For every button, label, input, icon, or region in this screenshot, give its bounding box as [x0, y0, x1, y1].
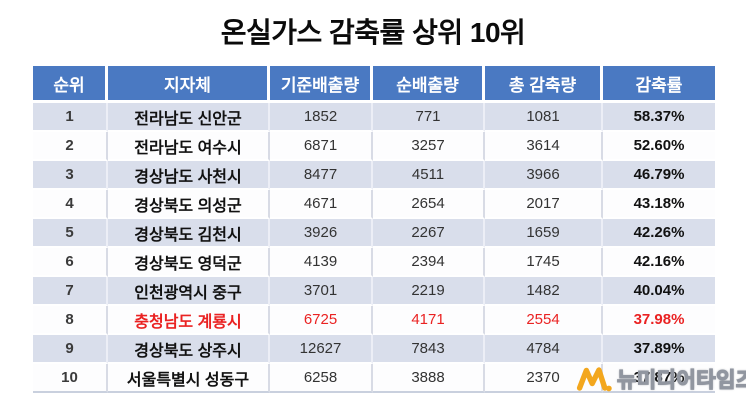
total-reduction-cell: 1659 [485, 219, 603, 248]
col-header-rank: 순위 [33, 66, 108, 103]
reduction-rate-cell: 37.89% [603, 335, 715, 364]
base-emissions-cell: 12627 [270, 335, 373, 364]
total-reduction-cell: 2370 [485, 364, 603, 393]
rank-cell: 1 [33, 103, 108, 132]
base-emissions-cell: 8477 [270, 161, 373, 190]
municipality-cell: 서울특별시 성동구 [108, 364, 270, 393]
table-row: 7 인천광역시 중구 3701 2219 1482 40.04% [33, 277, 715, 306]
base-emissions-cell: 1852 [270, 103, 373, 132]
table-row-highlighted: 8 충청남도 계룡시 6725 4171 2554 37.98% [33, 306, 715, 335]
net-emissions-cell: 2394 [373, 248, 485, 277]
net-emissions-cell: 4511 [373, 161, 485, 190]
rank-cell: 8 [33, 306, 108, 335]
reduction-rate-cell: 42.26% [603, 219, 715, 248]
table-row: 9 경상북도 상주시 12627 7843 4784 37.89% [33, 335, 715, 364]
municipality-cell: 충청남도 계룡시 [108, 306, 270, 335]
net-emissions-cell: 771 [373, 103, 485, 132]
total-reduction-cell: 2017 [485, 190, 603, 219]
col-header-net-emissions: 순배출량 [373, 66, 485, 103]
municipality-cell: 전라남도 신안군 [108, 103, 270, 132]
table-row: 2 전라남도 여수시 6871 3257 3614 52.60% [33, 132, 715, 161]
col-header-total-reduction: 총 감축량 [485, 66, 603, 103]
net-emissions-cell: 2219 [373, 277, 485, 306]
col-header-base-emissions: 기준배출량 [270, 66, 373, 103]
total-reduction-cell: 1745 [485, 248, 603, 277]
reduction-rate-cell: 42.16% [603, 248, 715, 277]
table-row: 6 경상북도 영덕군 4139 2394 1745 42.16% [33, 248, 715, 277]
reduction-rate-cell: 37.87% [603, 364, 715, 393]
municipality-cell: 경상북도 상주시 [108, 335, 270, 364]
base-emissions-cell: 4671 [270, 190, 373, 219]
total-reduction-cell: 2554 [485, 306, 603, 335]
municipality-cell: 경상북도 의성군 [108, 190, 270, 219]
base-emissions-cell: 3701 [270, 277, 373, 306]
total-reduction-cell: 1482 [485, 277, 603, 306]
ghg-reduction-rank-table: 순위 지자체 기준배출량 순배출량 총 감축량 감축률 1 전라남도 신안군 1… [33, 66, 715, 393]
table-row: 1 전라남도 신안군 1852 771 1081 58.37% [33, 103, 715, 132]
base-emissions-cell: 6725 [270, 306, 373, 335]
col-header-reduction-rate: 감축률 [603, 66, 715, 103]
net-emissions-cell: 4171 [373, 306, 485, 335]
base-emissions-cell: 6871 [270, 132, 373, 161]
rank-cell: 2 [33, 132, 108, 161]
rank-cell: 7 [33, 277, 108, 306]
total-reduction-cell: 3966 [485, 161, 603, 190]
municipality-cell: 경상남도 사천시 [108, 161, 270, 190]
reduction-rate-cell: 58.37% [603, 103, 715, 132]
municipality-cell: 경상북도 김천시 [108, 219, 270, 248]
rank-cell: 9 [33, 335, 108, 364]
municipality-cell: 인천광역시 중구 [108, 277, 270, 306]
reduction-rate-cell: 43.18% [603, 190, 715, 219]
net-emissions-cell: 3888 [373, 364, 485, 393]
net-emissions-cell: 7843 [373, 335, 485, 364]
reduction-rate-cell: 40.04% [603, 277, 715, 306]
rank-cell: 4 [33, 190, 108, 219]
base-emissions-cell: 4139 [270, 248, 373, 277]
table-row: 5 경상북도 김천시 3926 2267 1659 42.26% [33, 219, 715, 248]
rank-cell: 10 [33, 364, 108, 393]
col-header-municipality: 지자체 [108, 66, 270, 103]
reduction-rate-cell: 37.98% [603, 306, 715, 335]
page-title: 온실가스 감축률 상위 10위 [220, 17, 526, 48]
table-row: 4 경상북도 의성군 4671 2654 2017 43.18% [33, 190, 715, 219]
net-emissions-cell: 3257 [373, 132, 485, 161]
municipality-cell: 전라남도 여수시 [108, 132, 270, 161]
base-emissions-cell: 6258 [270, 364, 373, 393]
base-emissions-cell: 3926 [270, 219, 373, 248]
total-reduction-cell: 3614 [485, 132, 603, 161]
net-emissions-cell: 2267 [373, 219, 485, 248]
table-row: 3 경상남도 사천시 8477 4511 3966 46.79% [33, 161, 715, 190]
net-emissions-cell: 2654 [373, 190, 485, 219]
total-reduction-cell: 4784 [485, 335, 603, 364]
table-row: 10 서울특별시 성동구 6258 3888 2370 37.87% [33, 364, 715, 393]
total-reduction-cell: 1081 [485, 103, 603, 132]
rank-cell: 3 [33, 161, 108, 190]
rank-cell: 5 [33, 219, 108, 248]
reduction-rate-cell: 52.60% [603, 132, 715, 161]
rank-cell: 6 [33, 248, 108, 277]
table-header-row: 순위 지자체 기준배출량 순배출량 총 감축량 감축률 [33, 66, 715, 103]
municipality-cell: 경상북도 영덕군 [108, 248, 270, 277]
reduction-rate-cell: 46.79% [603, 161, 715, 190]
